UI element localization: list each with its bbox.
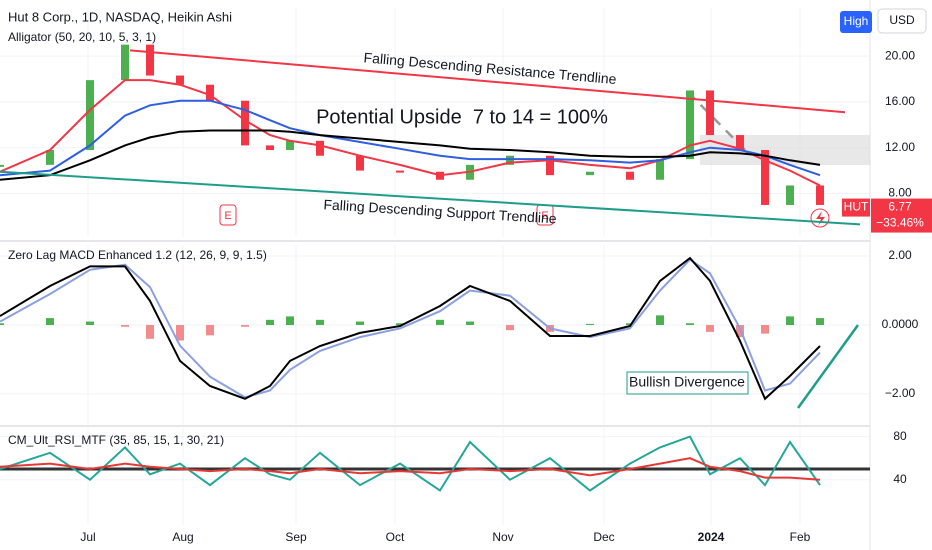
histogram-bar bbox=[316, 319, 324, 325]
candle bbox=[146, 44, 154, 76]
divergence-arrow bbox=[796, 324, 860, 409]
price-box bbox=[871, 198, 932, 233]
candle bbox=[241, 100, 249, 146]
ticker-label: HUT bbox=[844, 200, 869, 214]
candle bbox=[396, 170, 404, 173]
x-tick-label: Jul bbox=[80, 530, 95, 544]
histogram-bar bbox=[206, 325, 214, 336]
candle bbox=[686, 90, 694, 160]
histogram-bar bbox=[0, 323, 4, 325]
histogram-bar bbox=[176, 325, 184, 341]
trendline bbox=[129, 49, 846, 114]
histogram-bar bbox=[706, 325, 714, 332]
candle bbox=[46, 149, 54, 165]
series-line bbox=[0, 79, 821, 187]
histogram-bar bbox=[146, 325, 154, 339]
histogram-bar bbox=[356, 321, 364, 325]
histogram-bar bbox=[761, 325, 769, 334]
fib-zone bbox=[700, 135, 870, 165]
histogram-bar bbox=[286, 316, 294, 325]
x-tick-label: Dec bbox=[593, 530, 614, 544]
candle bbox=[0, 164, 4, 167]
candle bbox=[286, 140, 294, 150]
chart-title: Hut 8 Corp., 1D, NASDAQ, Heikin Ashi bbox=[8, 9, 232, 24]
indicator-label: Zero Lag MACD Enhanced 1.2 (12, 26, 9, 9… bbox=[8, 248, 267, 262]
candle bbox=[86, 80, 94, 150]
candle bbox=[356, 155, 364, 171]
x-tick-label: Feb bbox=[790, 530, 811, 544]
histogram-bar bbox=[586, 323, 594, 325]
series-line bbox=[0, 258, 821, 399]
annotation: Bullish Divergence bbox=[629, 374, 745, 390]
high-button-label[interactable]: High bbox=[844, 14, 869, 28]
candle bbox=[626, 171, 634, 180]
y-tick-label: 0.0000 bbox=[882, 317, 919, 331]
histogram-bar bbox=[656, 315, 664, 325]
ticker-box bbox=[842, 198, 870, 217]
trendline bbox=[0, 170, 861, 226]
candle bbox=[736, 135, 744, 150]
event-marker[interactable] bbox=[219, 204, 237, 226]
x-tick-label: 2024 bbox=[698, 530, 725, 544]
indicator-label: Alligator (50, 20, 10, 5, 3, 1) bbox=[8, 30, 156, 44]
event-label[interactable]: E bbox=[541, 210, 548, 222]
histogram-bar bbox=[241, 325, 249, 327]
candle bbox=[266, 145, 274, 150]
histogram-bar bbox=[786, 316, 794, 325]
annotation-box bbox=[626, 371, 749, 395]
candle bbox=[816, 185, 824, 205]
histogram-bar bbox=[686, 323, 694, 325]
candle bbox=[546, 155, 554, 176]
event-label[interactable]: E bbox=[224, 210, 231, 222]
y-tick-label: 80 bbox=[893, 429, 907, 443]
histogram-bar bbox=[436, 319, 444, 325]
histogram-bar bbox=[266, 319, 274, 325]
currency-button[interactable] bbox=[877, 8, 927, 34]
histogram-bar bbox=[396, 323, 404, 325]
histogram-bar bbox=[466, 321, 474, 325]
candle bbox=[506, 155, 514, 165]
x-tick-label: Aug bbox=[172, 530, 193, 544]
projection-arrow bbox=[687, 91, 746, 151]
y-tick-label: 16.00 bbox=[885, 94, 915, 108]
histogram-bar bbox=[506, 325, 514, 331]
histogram-bar bbox=[626, 323, 634, 325]
y-tick-label: 20.00 bbox=[885, 48, 915, 62]
histogram-bar bbox=[816, 318, 824, 325]
candle bbox=[656, 159, 664, 180]
candle bbox=[786, 185, 794, 205]
series-line bbox=[0, 457, 821, 481]
candle bbox=[121, 44, 129, 81]
histogram-bar bbox=[46, 318, 54, 325]
series-line bbox=[0, 129, 821, 181]
y-tick-label: 12.00 bbox=[885, 140, 915, 154]
histogram-bar bbox=[121, 325, 129, 327]
indicator-label: CM_Ult_RSI_MTF (35, 85, 15, 1, 30, 21) bbox=[8, 433, 224, 447]
candle bbox=[761, 149, 769, 205]
high-button[interactable] bbox=[840, 11, 872, 33]
x-tick-label: Oct bbox=[386, 530, 405, 544]
series-line bbox=[0, 99, 821, 177]
x-tick-label: Nov bbox=[492, 530, 513, 544]
y-tick-label: 2.00 bbox=[888, 248, 912, 262]
candle bbox=[706, 90, 714, 136]
alert-bolt bbox=[816, 211, 825, 226]
y-tick-label: 8.00 bbox=[888, 186, 912, 200]
annotation: Potential Upside 7 to 14 = 100% bbox=[316, 106, 608, 128]
currency-label[interactable]: USD bbox=[889, 13, 915, 27]
candle bbox=[586, 171, 594, 176]
y-tick-label: 40 bbox=[893, 472, 907, 486]
series-line bbox=[0, 256, 821, 401]
histogram-bar bbox=[86, 321, 94, 325]
candle bbox=[176, 75, 184, 85]
price-label: 6.77 bbox=[888, 200, 912, 214]
x-tick-label: Sep bbox=[285, 530, 307, 544]
change-label: −33.46% bbox=[876, 216, 924, 230]
candle bbox=[206, 84, 214, 101]
y-tick-label: −2.00 bbox=[885, 386, 916, 400]
series-line bbox=[0, 435, 821, 492]
candle bbox=[316, 140, 324, 156]
